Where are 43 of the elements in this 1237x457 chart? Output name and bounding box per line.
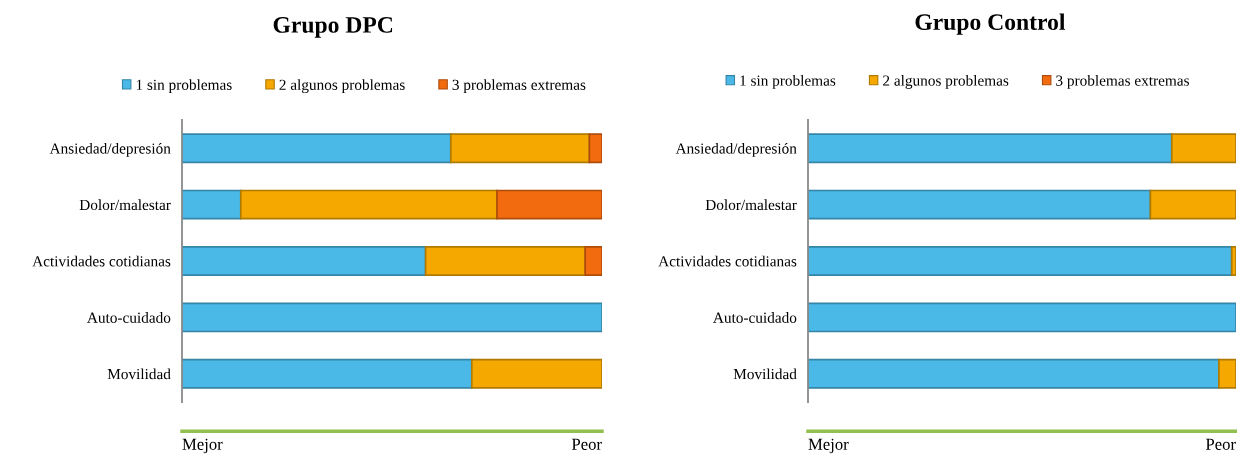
y-tick-label: Auto-cuidado — [713, 312, 797, 323]
text: Peor — [571, 438, 602, 450]
bar — [808, 189, 1152, 220]
bar — [182, 246, 427, 276]
bar — [1230, 246, 1236, 276]
legend-label: 1 sin problemas — [740, 74, 836, 89]
bar — [496, 189, 602, 220]
chart-title: Grupo Control — [915, 13, 1066, 35]
y-tick-label: Dolor/malestar — [79, 199, 171, 211]
legend-label: 1 sin problemas — [136, 79, 232, 94]
text: Mejor — [182, 438, 223, 454]
bar — [424, 246, 587, 276]
chart-title: Grupo DPC — [273, 16, 393, 38]
y-tick-label: Actividades cotidianas — [658, 255, 797, 267]
y-tick-label: Movilidad — [107, 368, 171, 380]
bar — [182, 189, 242, 220]
y-tick-label: Actividades cotidianas — [32, 255, 171, 267]
legend-label: 2 algunos problemas — [883, 74, 1009, 89]
text: Peor — [1205, 438, 1236, 450]
y-tick-label: Ansiedad/depresión — [49, 142, 171, 157]
bar — [182, 358, 473, 389]
y-tick-label: Dolor/malestar — [705, 199, 797, 211]
bar — [808, 358, 1220, 389]
bar — [239, 189, 498, 220]
legend-label: 2 algunos problemas — [279, 79, 405, 94]
bar — [1170, 133, 1236, 164]
bar — [1149, 189, 1236, 220]
bar — [808, 133, 1173, 164]
bar — [808, 302, 1236, 333]
bar — [584, 246, 602, 276]
y-tick-label: Movilidad — [733, 368, 797, 380]
legend-label: 3 problemas extremas — [452, 79, 586, 94]
bar — [449, 133, 591, 164]
bar — [588, 133, 602, 164]
text: Mejor — [808, 438, 849, 454]
y-tick-label: Auto-cuidado — [87, 312, 171, 323]
bar — [1218, 358, 1236, 389]
y-tick-label: Ansiedad/depresión — [675, 142, 797, 157]
bar — [470, 358, 602, 389]
bar — [182, 302, 602, 333]
bar — [808, 246, 1233, 276]
bar — [182, 133, 452, 164]
legend-label: 3 problemas extremas — [1056, 74, 1189, 89]
